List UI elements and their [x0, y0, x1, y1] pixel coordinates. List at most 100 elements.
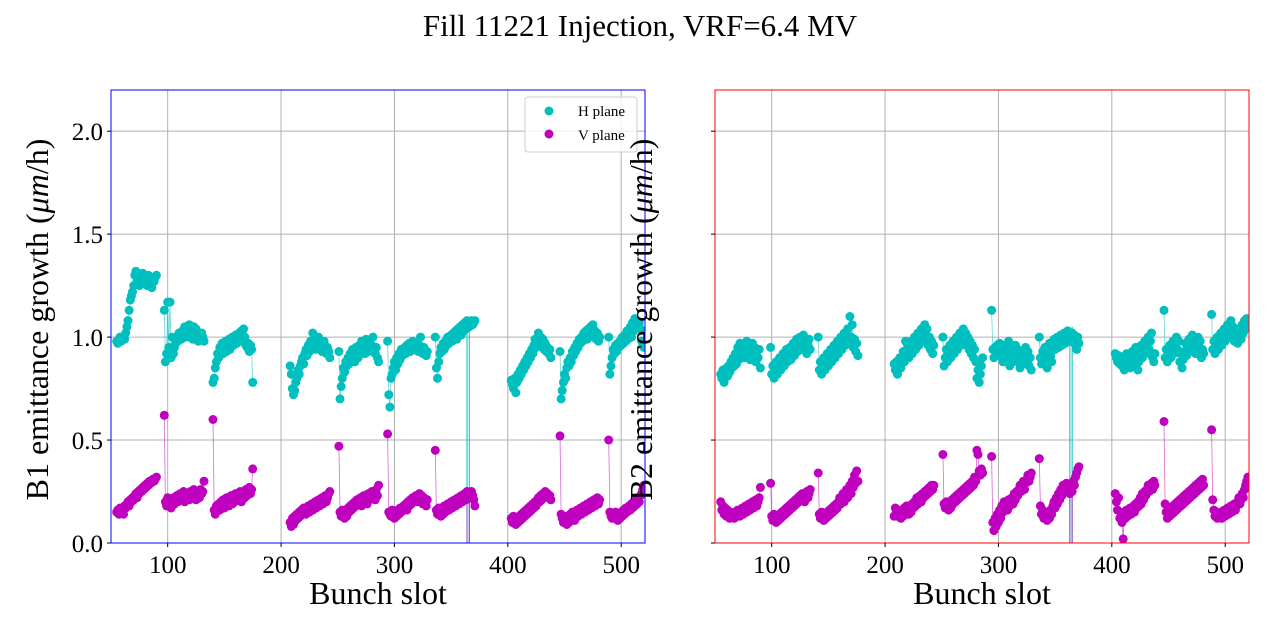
b1-v-plane-point: [334, 441, 344, 451]
b2-h-plane-point: [755, 363, 765, 373]
b1-h-plane-point: [335, 394, 345, 404]
b1-y-tick-label: 0.5: [72, 428, 103, 455]
b1-h-plane-point: [557, 386, 567, 396]
b2-axes-frame: [714, 89, 1250, 544]
b2-v-plane-point: [1069, 480, 1079, 490]
b2-v-plane-point: [938, 450, 948, 459]
b2-h-plane-point: [922, 324, 932, 334]
b1-v-plane-point: [604, 435, 614, 445]
b2-v-plane-point: [973, 450, 983, 459]
b1-h-plane-point: [556, 394, 566, 404]
b2-x-tick-label: 500: [1206, 552, 1244, 579]
b2-h-plane-point: [1159, 305, 1169, 315]
b2-v-plane-point: [805, 485, 815, 494]
b1-v-plane-point: [555, 431, 565, 441]
b2-v-plane-point: [853, 476, 863, 486]
b1-h-plane-point: [422, 347, 432, 356]
b2-panel: 100 200 300 400 500 Bunch slot B2 emittance …: [623, 89, 1250, 611]
b2-v-plane-point: [1026, 468, 1036, 478]
b1-h-plane-point: [336, 382, 346, 391]
b2-h-plane-point: [1047, 357, 1057, 367]
b1-h-plane-point: [555, 347, 565, 356]
b1-y-tick-label: 0.0: [72, 531, 103, 558]
b1-y-tick-label: 2.0: [72, 119, 103, 146]
b1-v-plane-point: [151, 472, 161, 482]
b1-v-plane-point: [248, 464, 258, 474]
b1-v-plane-point: [159, 410, 169, 420]
b2-v-plane-point: [852, 466, 862, 476]
b1-h-plane-point: [374, 357, 384, 367]
b2-h-plane-point: [1242, 314, 1249, 324]
b1-v-plane-point: [595, 495, 605, 505]
b2-h-plane-point: [813, 332, 823, 342]
b1-h-plane-point: [545, 344, 555, 354]
b1-h-plane-point: [595, 332, 605, 342]
b2-v-plane-point: [1199, 480, 1209, 490]
b2-h-plane-point: [974, 377, 984, 387]
b2-v-plane-point: [978, 468, 988, 478]
b1-h-plane-point: [384, 390, 394, 400]
b2-v-plane-point: [754, 493, 764, 503]
b1-v-plane-point: [374, 480, 384, 490]
b2-v-plane-point: [1159, 417, 1169, 426]
b2-h-plane-point: [853, 351, 863, 361]
b2-v-plane-point: [1238, 493, 1248, 503]
b1-h-plane-point: [416, 332, 425, 342]
b2-h-plane-point: [1199, 349, 1209, 359]
b2-v-plane-point: [766, 478, 776, 488]
b1-v-plane-point: [546, 495, 556, 505]
b1-h-plane-point: [294, 369, 304, 379]
b2-x-tick-label: 300: [980, 552, 1018, 579]
b1-x-tick-label: 400: [489, 552, 527, 579]
b2-v-plane-point: [987, 452, 997, 461]
b2-h-plane-point: [805, 344, 815, 354]
b2-h-plane-point: [1133, 365, 1143, 375]
b2-h-plane-point: [804, 334, 814, 344]
b2-h-plane-point: [1042, 363, 1052, 373]
b2-x-tick-label: 100: [753, 552, 791, 579]
b1-series: [112, 266, 645, 543]
b2-x-axis-label: Bunch slot: [913, 575, 1051, 611]
b1-v-plane-point: [325, 487, 335, 496]
figure-title: Fill 11221 Injection, VRF=6.4 MV: [423, 8, 858, 43]
b1-h-plane-point: [209, 373, 219, 383]
b1-h-plane-point: [124, 305, 134, 315]
b2-x-tick-label: 200: [866, 552, 904, 579]
b2-v-plane-point: [1118, 534, 1128, 543]
b1-v-plane-point: [208, 415, 218, 424]
b1-x-axis-label: Bunch slot: [309, 575, 447, 611]
b1-legend: H plane V plane: [524, 96, 638, 153]
b2-v-plane-point: [1114, 493, 1124, 503]
b1-x-tick-label: 100: [149, 552, 187, 579]
b2-ticks: 100 200 300 400 500: [711, 130, 1244, 579]
b1-h-plane-point: [325, 353, 335, 363]
b1-h-plane-point: [290, 386, 300, 396]
b2-series: [716, 305, 1249, 543]
b2-x-tick-label: 400: [1093, 552, 1131, 579]
b1-h-plane-point: [546, 353, 556, 363]
b1-h-plane-point: [123, 316, 133, 326]
b2-h-plane-point: [847, 320, 857, 330]
b2-h-plane-point: [845, 312, 855, 321]
b2-h-plane-point: [1026, 365, 1036, 375]
b1-h-plane-point: [605, 369, 615, 379]
b1-h-plane-point: [334, 347, 344, 356]
b2-v-plane-points: [716, 417, 1249, 543]
b1-h-plane-point: [434, 357, 444, 367]
b1-x-tick-label: 300: [376, 552, 414, 579]
b1-h-plane-point: [239, 324, 249, 334]
b1-h-plane-point: [636, 324, 645, 334]
b2-h-plane-point: [1145, 336, 1155, 346]
b2-y-axis-label: B2 emittance growth (μm/h): [623, 139, 659, 501]
b1-v-plane-point: [247, 485, 257, 494]
b2-h-plane-point: [978, 353, 988, 363]
b2-v-plane-point: [1243, 472, 1249, 482]
b2-h-plane-point: [970, 344, 980, 354]
b1-y-tick-label: 1.0: [72, 325, 103, 352]
b2-h-plane-point: [1150, 349, 1160, 359]
b1-y-tick-label: 1.5: [72, 222, 103, 249]
b2-v-plane-point: [1150, 480, 1160, 490]
b1-x-tick-label: 500: [602, 552, 640, 579]
b2-h-plane-point: [929, 340, 939, 350]
b2-h-plane-point: [766, 342, 776, 352]
